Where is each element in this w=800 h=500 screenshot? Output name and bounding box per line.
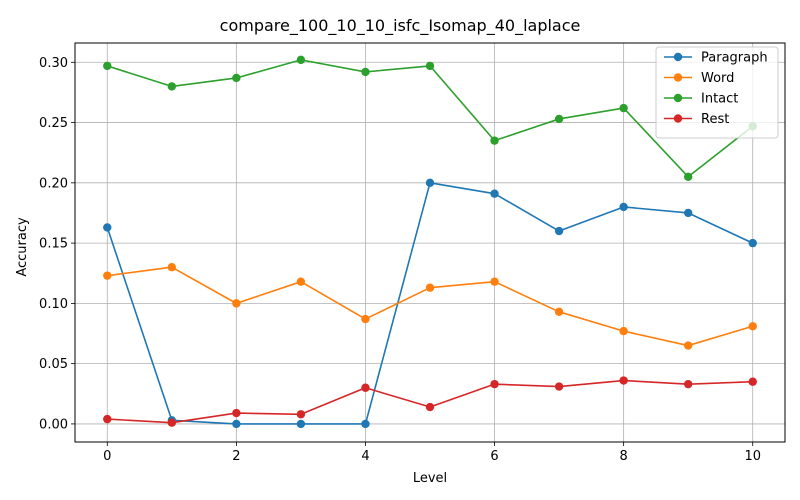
- rest-point: [103, 414, 112, 424]
- intact-point: [167, 82, 177, 91]
- legend-marker: [673, 93, 683, 103]
- intact-point: [554, 114, 564, 124]
- plot-series: [103, 55, 757, 429]
- word-point: [748, 322, 757, 331]
- y-tick-label: 0.30: [39, 56, 68, 71]
- legend-label: Paragraph: [701, 51, 768, 66]
- intact-point: [232, 73, 241, 83]
- paragraph-point: [103, 223, 112, 232]
- word-point: [619, 326, 628, 336]
- axis-ticks: 0 2 4 6 8 10 0.00 0.05 0.10 0.15 0.20 0.25 0.30: [39, 56, 761, 464]
- legend-marker: [673, 52, 683, 62]
- y-tick-label: 0.05: [39, 357, 68, 372]
- series-word: [103, 263, 757, 350]
- paragraph-point: [361, 419, 370, 429]
- word-point: [167, 263, 177, 272]
- y-tick-label: 0.15: [39, 237, 68, 252]
- legend-item-rest: Rest: [664, 112, 729, 127]
- paragraph-point: [425, 178, 435, 188]
- word-point: [554, 307, 564, 317]
- word-point: [232, 299, 241, 308]
- y-tick-label: 0.20: [39, 176, 68, 191]
- legend-box: [655, 46, 779, 139]
- word-point: [103, 271, 112, 280]
- series-paragraph: [103, 178, 757, 429]
- rest-point: [361, 383, 370, 392]
- x-tick-label: 0: [103, 449, 111, 464]
- intact-point: [683, 172, 693, 182]
- rest-point: [748, 377, 757, 386]
- intact-point: [425, 61, 435, 71]
- x-tick-label: 6: [490, 449, 498, 464]
- y-axis-label: Accuracy: [15, 217, 30, 277]
- paragraph-point: [296, 419, 306, 429]
- intact-point: [490, 136, 499, 145]
- plot-frame: [74, 42, 786, 443]
- paragraph-point: [748, 238, 757, 248]
- word-line: [107, 266, 753, 347]
- word-point: [425, 283, 435, 292]
- chart-title: compare_100_10_10_isfc_Isomap_40_laplace: [220, 16, 581, 36]
- word-point: [490, 277, 499, 286]
- x-tick-label: 4: [361, 449, 369, 464]
- legend-marker: [673, 114, 683, 123]
- intact-point: [619, 103, 628, 113]
- legend-marker: [673, 73, 683, 82]
- intact-point: [103, 61, 112, 71]
- rest-point: [554, 382, 564, 391]
- rest-point: [490, 379, 499, 389]
- legend-item-word: Word: [664, 71, 734, 86]
- y-tick-label: 0.25: [39, 116, 68, 131]
- y-tick-label: 0.10: [39, 297, 68, 312]
- legend-label: Rest: [701, 112, 729, 127]
- paragraph-point: [232, 419, 241, 429]
- legend: Paragraph Word Intact Rest: [655, 46, 779, 139]
- word-point: [683, 341, 693, 350]
- paragraph-point: [554, 226, 564, 236]
- rest-point: [425, 402, 435, 412]
- paragraph-point: [619, 202, 628, 212]
- intact-point: [361, 67, 370, 77]
- legend-label: Word: [701, 71, 734, 86]
- paragraph-point: [490, 189, 499, 198]
- x-tick-label: 10: [744, 449, 761, 464]
- paragraph-point: [683, 208, 693, 218]
- legend-label: Intact: [701, 92, 738, 107]
- legend-item-intact: Intact: [664, 92, 738, 107]
- series-rest: [103, 376, 757, 427]
- rest-point: [167, 418, 177, 427]
- rest-point: [296, 410, 306, 419]
- legend-item-paragraph: Paragraph: [664, 51, 768, 66]
- x-tick-label: 8: [619, 449, 627, 464]
- rest-point: [232, 408, 241, 418]
- word-point: [296, 277, 306, 286]
- intact-point: [296, 55, 306, 65]
- rest-point: [683, 379, 693, 389]
- x-tick-label: 2: [232, 449, 240, 464]
- rest-line: [107, 379, 753, 424]
- word-point: [361, 314, 370, 324]
- rest-point: [619, 376, 628, 385]
- x-axis-label: Level: [413, 471, 447, 486]
- y-tick-label: 0.00: [39, 417, 68, 432]
